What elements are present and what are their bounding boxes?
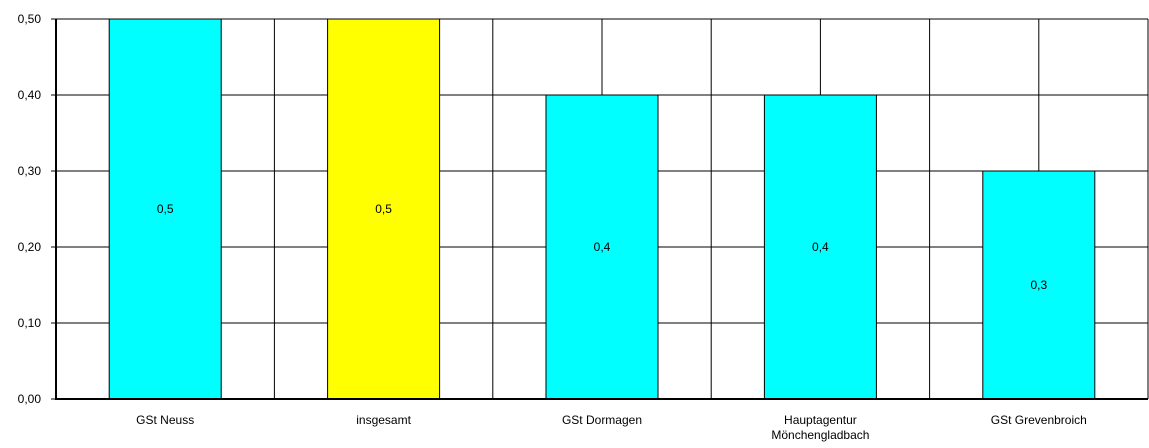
bar: [545, 94, 659, 400]
bar-value-label: 0,4: [812, 240, 829, 254]
x-category-label: GSt Neuss: [136, 413, 194, 427]
x-category-label: Mönchengladbach: [771, 428, 869, 442]
bar: [108, 18, 222, 400]
x-category-label: GSt Dormagen: [562, 413, 642, 427]
x-category-label: Hauptagentur: [784, 413, 857, 427]
axes: [51, 18, 1148, 400]
bar: [982, 170, 1096, 400]
bar: [327, 18, 441, 400]
bars: 0,5 0,5 0,4 0,4 0,3: [108, 18, 1096, 400]
x-category-label: insgesamt: [356, 413, 411, 427]
y-tick-label: 0,40: [18, 88, 42, 102]
bar-value-label: 0,5: [375, 202, 392, 216]
category-labels: GSt Neuss insgesamt GSt Dormagen Hauptagent…: [136, 413, 1087, 442]
bar: [763, 94, 877, 400]
y-tick-label: 0,50: [18, 12, 42, 26]
bar-value-label: 0,5: [157, 202, 174, 216]
y-tick-label: 0,00: [18, 392, 42, 406]
bar-value-label: 0,3: [1030, 278, 1047, 292]
y-tick-labels: 0,00 0,10 0,20 0,30 0,40 0,50: [18, 12, 42, 406]
bar-value-label: 0,4: [594, 240, 611, 254]
y-tick-label: 0,10: [18, 316, 42, 330]
x-category-label: GSt Grevenbroich: [991, 413, 1087, 427]
y-tick-label: 0,30: [18, 164, 42, 178]
y-tick-label: 0,20: [18, 240, 42, 254]
